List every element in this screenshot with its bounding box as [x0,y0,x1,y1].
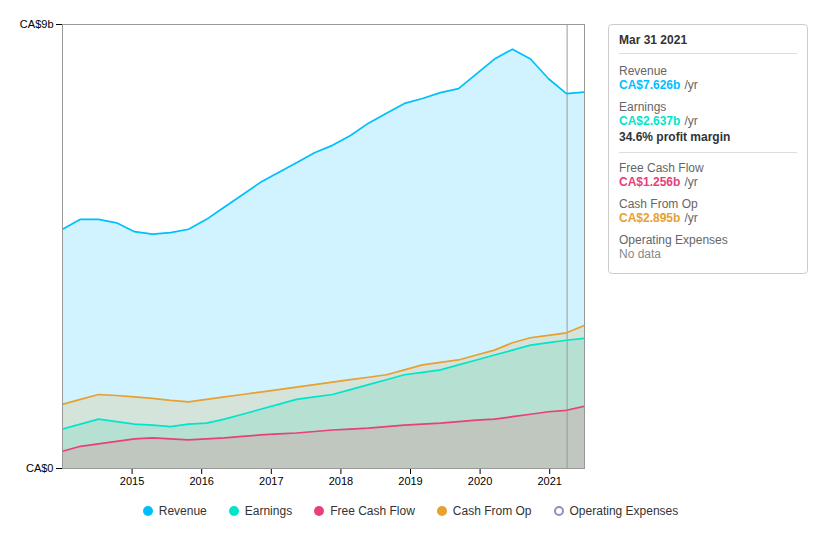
svg-text:2020: 2020 [468,475,492,487]
html-text:Revenue: Revenue [619,64,667,78]
svg-text:2019: 2019 [398,475,422,487]
html-text:Cash From Op: Cash From Op [452,504,532,518]
html-text:Free Cash Flow: Free Cash Flow [619,161,704,175]
svg-text:2016: 2016 [189,475,213,487]
svg-text:2018: 2018 [329,475,353,487]
html-text:Operating Expenses: Operating Expenses [619,233,728,247]
svg-text:CA$0: CA$0 [26,462,54,474]
html-text:CA$7.626b /yr: CA$7.626b /yr [619,78,698,92]
svg-text:2015: 2015 [120,475,144,487]
svg-text:CA$9b: CA$9b [20,18,54,30]
html-text:Free Cash Flow: Free Cash Flow [330,504,415,518]
html-text:Mar 31 2021: Mar 31 2021 [619,33,688,47]
html-text:Operating Expenses: Operating Expenses [569,504,679,518]
html-text:CA$2.895b /yr: CA$2.895b /yr [619,211,698,225]
html-text:Earnings: Earnings [244,504,293,518]
html-text:CA$1.256b /yr: CA$1.256b /yr [619,175,698,189]
html-text:34.6% profit margin: 34.6% profit margin [619,130,731,144]
svg-text:2021: 2021 [537,475,561,487]
html-text:Earnings: Earnings [619,100,667,114]
html-text:No data: No data [619,247,661,261]
html-text:Cash From Op: Cash From Op [619,197,698,211]
html-text:CA$2.637b /yr: CA$2.637b /yr [619,114,698,128]
html-text:Revenue: Revenue [158,504,207,518]
svg-text:2017: 2017 [259,475,283,487]
